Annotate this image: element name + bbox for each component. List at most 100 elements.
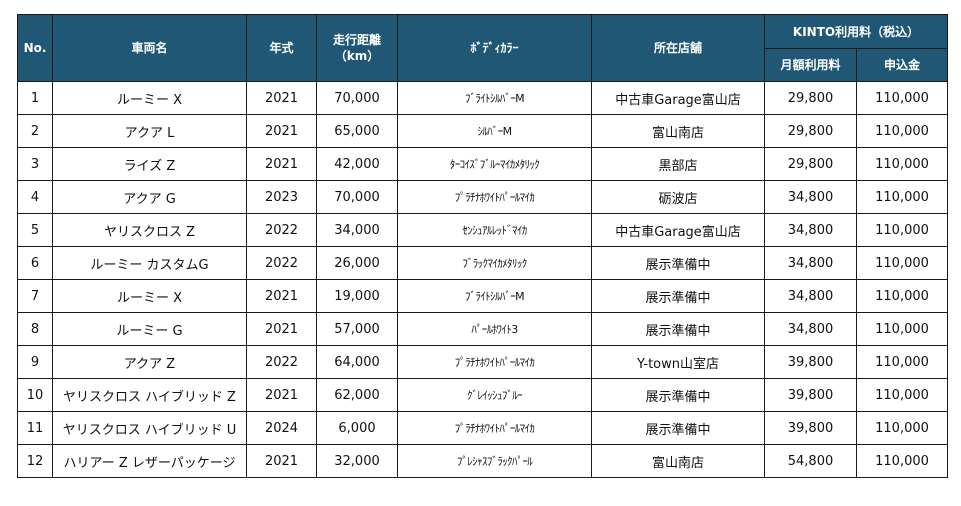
cell-model-year: 2022 <box>246 345 317 379</box>
header-monthly-fee: 月額利用料 <box>764 48 857 82</box>
cell-body-color: ﾌﾞﾗｲﾄｼﾙﾊﾞｰM <box>397 81 592 115</box>
cell-body-color: ｸﾞﾚｲｯｼｭﾌﾞﾙｰ <box>397 378 592 412</box>
header-kinto-fee: KINTO利用料（税込） <box>763 14 949 49</box>
cell-deposit: 110,000 <box>855 378 949 412</box>
header-body-color: ﾎﾞﾃﾞｨｶﾗｰ <box>397 14 592 82</box>
cell-deposit: 110,000 <box>855 312 949 346</box>
cell-vehicle-name: アクア Z <box>52 345 247 379</box>
cell-mileage: 57,000 <box>316 312 398 346</box>
table-row: 1 ルーミー X 2021 70,000 ﾌﾞﾗｲﾄｼﾙﾊﾞｰM 中古車Gara… <box>17 81 949 115</box>
table-row: 12 ハリアー Z レザーパッケージ 2021 32,000 ﾌﾟﾚｼｬｽﾌﾞﾗ… <box>17 444 949 478</box>
cell-vehicle-name: ヤリスクロス ハイブリッド U <box>52 411 247 445</box>
cell-monthly-fee: 29,800 <box>764 114 857 148</box>
table-row: 6 ルーミー カスタムG 2022 26,000 ﾌﾞﾗｯｸﾏｲｶﾒﾀﾘｯｸ 展… <box>17 246 949 280</box>
cell-store: 中古車Garage富山店 <box>591 213 765 247</box>
cell-body-color: ﾌﾟﾗﾁﾅﾎﾜｲﾄﾊﾟｰﾙﾏｲｶ <box>397 411 592 445</box>
table-row: 8 ルーミー G 2021 57,000 ﾊﾟｰﾙﾎﾜｲﾄ3 展示準備中 34,… <box>17 312 949 346</box>
cell-store: 砺波店 <box>591 180 765 214</box>
cell-store: 展示準備中 <box>591 246 765 280</box>
table-body: 1 ルーミー X 2021 70,000 ﾌﾞﾗｲﾄｼﾙﾊﾞｰM 中古車Gara… <box>17 81 949 478</box>
cell-vehicle-name: ルーミー カスタムG <box>52 246 247 280</box>
header-vehicle-name: 車両名 <box>52 14 247 82</box>
cell-no: 1 <box>17 81 53 115</box>
cell-monthly-fee: 39,800 <box>764 411 857 445</box>
header-mileage-unit: （km） <box>334 49 380 63</box>
table-row: 7 ルーミー X 2021 19,000 ﾌﾞﾗｲﾄｼﾙﾊﾞｰM 展示準備中 3… <box>17 279 949 313</box>
cell-monthly-fee: 29,800 <box>764 147 857 181</box>
cell-monthly-fee: 34,800 <box>764 246 857 280</box>
table-row: 5 ヤリスクロス Z 2022 34,000 ｾﾝｼｭｱﾙﾚｯﾄﾞﾏｲｶ 中古車… <box>17 213 949 247</box>
cell-mileage: 26,000 <box>316 246 398 280</box>
cell-vehicle-name: ルーミー G <box>52 312 247 346</box>
cell-no: 7 <box>17 279 53 313</box>
cell-vehicle-name: ハリアー Z レザーパッケージ <box>52 444 247 478</box>
cell-deposit: 110,000 <box>855 81 949 115</box>
header-mileage: 走行距離 （km） <box>316 14 398 82</box>
cell-mileage: 64,000 <box>316 345 398 379</box>
cell-monthly-fee: 39,800 <box>764 345 857 379</box>
cell-deposit: 110,000 <box>855 345 949 379</box>
cell-body-color: ﾌﾞﾗｯｸﾏｲｶﾒﾀﾘｯｸ <box>397 246 592 280</box>
cell-store: 展示準備中 <box>591 378 765 412</box>
cell-body-color: ﾌﾞﾗｲﾄｼﾙﾊﾞｰM <box>397 279 592 313</box>
cell-no: 10 <box>17 378 53 412</box>
cell-vehicle-name: ルーミー X <box>52 81 247 115</box>
cell-mileage: 65,000 <box>316 114 398 148</box>
cell-model-year: 2021 <box>246 81 317 115</box>
cell-vehicle-name: ヤリスクロス Z <box>52 213 247 247</box>
cell-mileage: 32,000 <box>316 444 398 478</box>
cell-body-color: ｼﾙﾊﾞｰM <box>397 114 592 148</box>
header-mileage-label: 走行距離 <box>332 33 381 47</box>
cell-model-year: 2023 <box>246 180 317 214</box>
cell-no: 9 <box>17 345 53 379</box>
cell-model-year: 2021 <box>246 114 317 148</box>
table-row: 2 アクア L 2021 65,000 ｼﾙﾊﾞｰM 富山南店 29,800 1… <box>17 114 949 148</box>
cell-no: 6 <box>17 246 53 280</box>
cell-vehicle-name: アクア G <box>52 180 247 214</box>
cell-mileage: 70,000 <box>316 180 398 214</box>
cell-monthly-fee: 39,800 <box>764 378 857 412</box>
cell-no: 3 <box>17 147 53 181</box>
cell-body-color: ﾌﾟﾗﾁﾅﾎﾜｲﾄﾊﾟｰﾙﾏｲｶ <box>397 345 592 379</box>
cell-model-year: 2022 <box>246 213 317 247</box>
header-store: 所在店舗 <box>591 14 765 82</box>
cell-store: 富山南店 <box>591 114 765 148</box>
used-car-inventory-table: No. 車両名 年式 走行距離 （km） ﾎﾞﾃﾞｨｶﾗｰ 所在店舗 KINTO… <box>17 14 949 478</box>
header-no: No. <box>17 14 53 82</box>
cell-vehicle-name: ルーミー X <box>52 279 247 313</box>
cell-monthly-fee: 34,800 <box>764 279 857 313</box>
table-row: 4 アクア G 2023 70,000 ﾌﾟﾗﾁﾅﾎﾜｲﾄﾊﾟｰﾙﾏｲｶ 砺波店… <box>17 180 949 214</box>
cell-monthly-fee: 34,800 <box>764 213 857 247</box>
cell-store: 富山南店 <box>591 444 765 478</box>
cell-model-year: 2021 <box>246 279 317 313</box>
cell-monthly-fee: 34,800 <box>764 312 857 346</box>
cell-mileage: 42,000 <box>316 147 398 181</box>
cell-store: 展示準備中 <box>591 312 765 346</box>
cell-body-color: ﾌﾟﾗﾁﾅﾎﾜｲﾄﾊﾟｰﾙﾏｲｶ <box>397 180 592 214</box>
cell-monthly-fee: 54,800 <box>764 444 857 478</box>
cell-monthly-fee: 29,800 <box>764 81 857 115</box>
cell-store: Y-town山室店 <box>591 345 765 379</box>
cell-store: 黒部店 <box>591 147 765 181</box>
table-row: 10 ヤリスクロス ハイブリッド Z 2021 62,000 ｸﾞﾚｲｯｼｭﾌﾞ… <box>17 378 949 412</box>
cell-deposit: 110,000 <box>855 411 949 445</box>
cell-mileage: 6,000 <box>316 411 398 445</box>
cell-mileage: 70,000 <box>316 81 398 115</box>
cell-model-year: 2022 <box>246 246 317 280</box>
cell-mileage: 34,000 <box>316 213 398 247</box>
table-row: 3 ライズ Z 2021 42,000 ﾀｰｺｲｽﾞﾌﾞﾙｰﾏｲｶﾒﾀﾘｯｸ 黒… <box>17 147 949 181</box>
cell-no: 2 <box>17 114 53 148</box>
cell-body-color: ﾀｰｺｲｽﾞﾌﾞﾙｰﾏｲｶﾒﾀﾘｯｸ <box>397 147 592 181</box>
cell-deposit: 110,000 <box>855 180 949 214</box>
cell-mileage: 62,000 <box>316 378 398 412</box>
cell-no: 4 <box>17 180 53 214</box>
cell-model-year: 2021 <box>246 378 317 412</box>
cell-no: 11 <box>17 411 53 445</box>
header-model-year: 年式 <box>246 14 317 82</box>
table-row: 9 アクア Z 2022 64,000 ﾌﾟﾗﾁﾅﾎﾜｲﾄﾊﾟｰﾙﾏｲｶ Y-t… <box>17 345 949 379</box>
cell-body-color: ｾﾝｼｭｱﾙﾚｯﾄﾞﾏｲｶ <box>397 213 592 247</box>
cell-deposit: 110,000 <box>855 246 949 280</box>
table-header: No. 車両名 年式 走行距離 （km） ﾎﾞﾃﾞｨｶﾗｰ 所在店舗 KINTO… <box>17 14 949 82</box>
cell-deposit: 110,000 <box>855 279 949 313</box>
cell-store: 中古車Garage富山店 <box>591 81 765 115</box>
